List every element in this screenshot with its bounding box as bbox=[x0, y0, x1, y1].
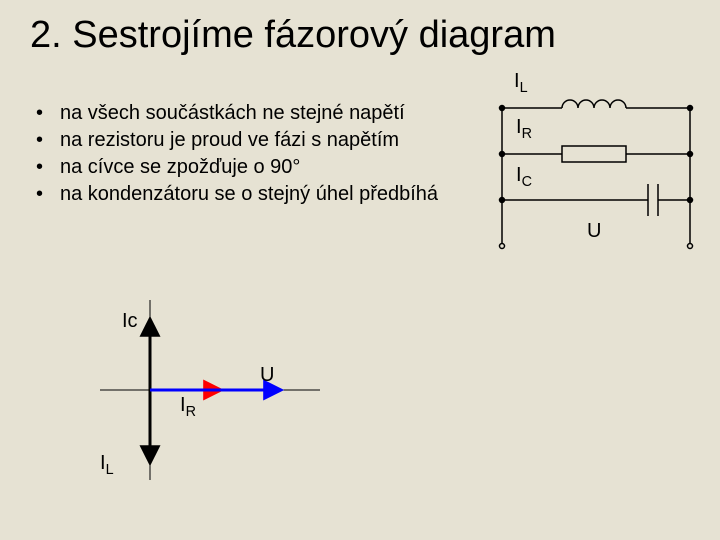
label-phasor-IL: IL bbox=[100, 452, 114, 478]
bullet-item: na rezistoru je proud ve fázi s napětím bbox=[36, 127, 476, 154]
label-IR: IR bbox=[516, 116, 532, 142]
page-title: 2. Sestrojíme fázorový diagram bbox=[30, 14, 690, 57]
label-phasor-Ic: Ic bbox=[122, 310, 138, 333]
label-phasor-IR: IR bbox=[180, 394, 196, 420]
bullet-item: na všech součástkách ne stejné napětí bbox=[36, 100, 476, 127]
label-IC: IC bbox=[516, 164, 532, 190]
label-U: U bbox=[587, 220, 601, 243]
label-phasor-U: U bbox=[260, 364, 274, 387]
bullet-item: na kondenzátoru se o stejný úhel předbíh… bbox=[36, 181, 476, 208]
circuit-diagram: IL IR IC U bbox=[492, 78, 700, 258]
label-IL: IL bbox=[514, 70, 528, 96]
bullet-item: na cívce se zpožďuje o 90° bbox=[36, 154, 476, 181]
slide: 2. Sestrojíme fázorový diagram na všech … bbox=[0, 0, 720, 540]
bullet-list: na všech součástkách ne stejné napětí na… bbox=[36, 100, 476, 208]
phasor-diagram: Ic IR U IL bbox=[90, 290, 330, 490]
